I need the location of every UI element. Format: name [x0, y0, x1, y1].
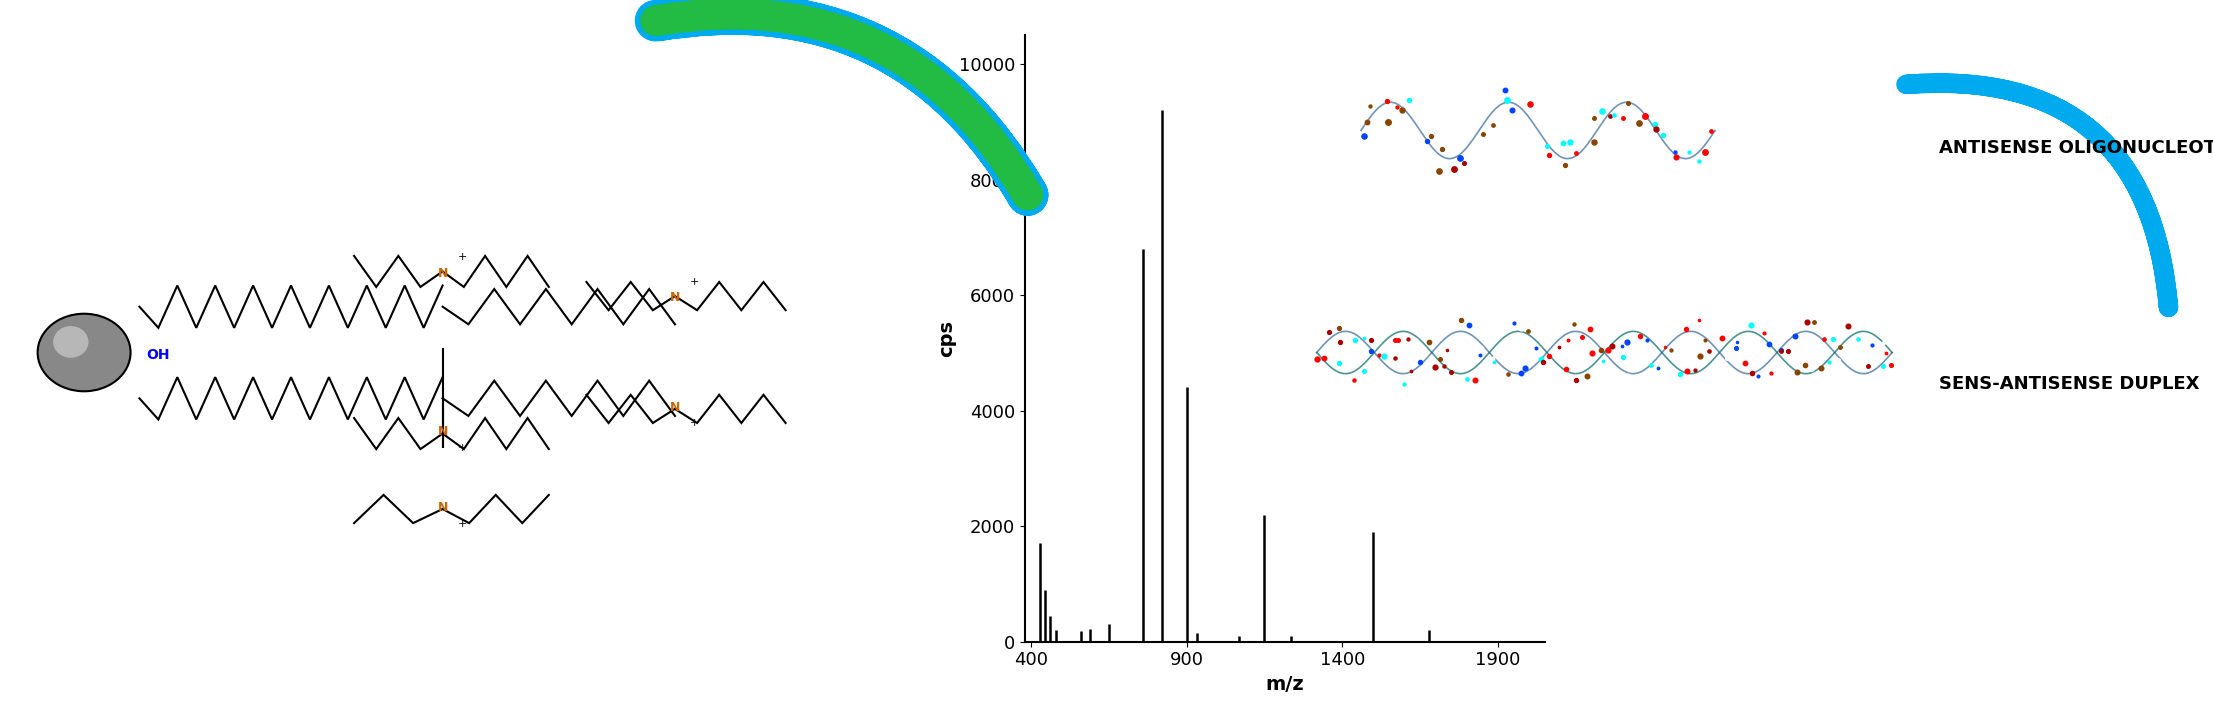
Y-axis label: cps: cps — [936, 320, 956, 357]
Ellipse shape — [53, 326, 89, 358]
Text: ANTISENSE OLIGONUCLEOTIDE: ANTISENSE OLIGONUCLEOTIDE — [1939, 139, 2213, 157]
Text: N: N — [438, 501, 447, 514]
Text: SENS-ANTISENSE DUPLEX: SENS-ANTISENSE DUPLEX — [1939, 375, 2200, 393]
Text: OH: OH — [146, 348, 170, 362]
FancyArrowPatch shape — [655, 14, 1027, 195]
Text: +: + — [458, 252, 467, 262]
Text: N: N — [671, 291, 679, 304]
Text: N: N — [438, 267, 447, 280]
FancyArrowPatch shape — [655, 14, 1027, 195]
Text: +: + — [690, 277, 699, 287]
Text: +: + — [690, 418, 699, 428]
Ellipse shape — [38, 314, 131, 391]
X-axis label: m/z: m/z — [1266, 675, 1303, 694]
Text: +: + — [458, 519, 467, 529]
Text: +: + — [458, 443, 467, 453]
FancyArrowPatch shape — [1905, 83, 2169, 307]
Text: N: N — [671, 401, 679, 414]
Text: N: N — [438, 425, 447, 438]
